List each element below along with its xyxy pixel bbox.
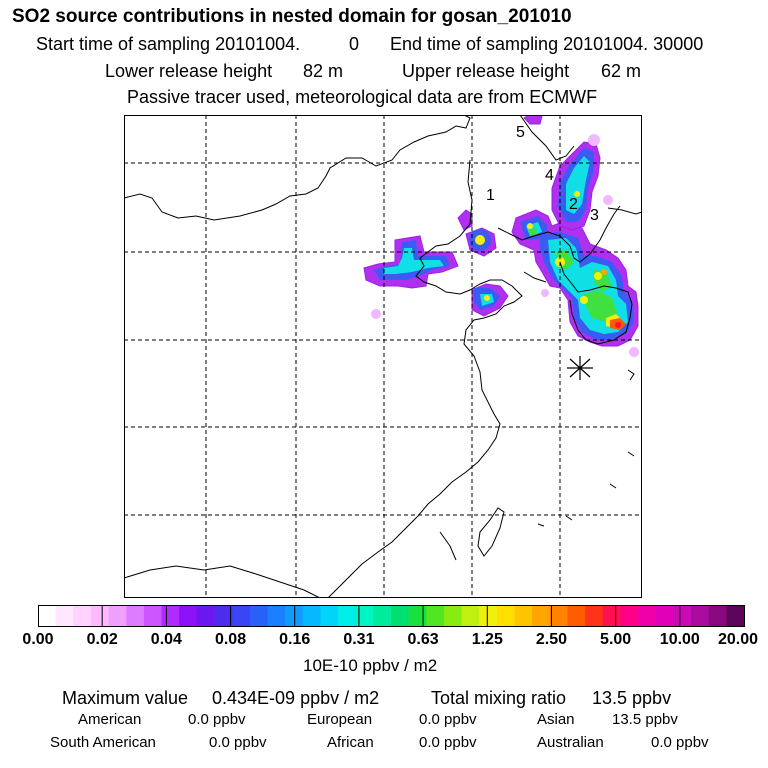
colorbar-tick-label: 0.08 bbox=[214, 631, 247, 648]
asian-value: 13.5 ppbv bbox=[612, 711, 678, 728]
colorbar-swatch bbox=[196, 605, 215, 627]
australian-label: Australian bbox=[537, 734, 604, 751]
american-label: American bbox=[78, 711, 142, 728]
colorbar-tick-label: 0.31 bbox=[343, 631, 375, 648]
plume-fringe bbox=[371, 134, 639, 357]
colorbar-tick-label: 0.16 bbox=[279, 631, 311, 648]
colorbar-swatch bbox=[655, 605, 674, 627]
colorbar-swatch bbox=[232, 605, 251, 627]
colorbar-swatch bbox=[496, 605, 515, 627]
colorbar-swatch bbox=[90, 605, 109, 627]
colorbar-swatch bbox=[461, 605, 480, 627]
african-label: African bbox=[327, 734, 374, 751]
colorbar-swatch bbox=[302, 605, 321, 627]
colorbar-swatch bbox=[620, 605, 639, 627]
european-value: 0.0 ppbv bbox=[419, 711, 477, 728]
colorbar-tick-label: 0.63 bbox=[407, 631, 439, 648]
tracer-note: Passive tracer used, meteorological data… bbox=[127, 87, 598, 107]
upper-release-label: Upper release height bbox=[402, 61, 570, 81]
total-mixing-label: Total mixing ratio bbox=[431, 688, 567, 708]
colorbar-swatch bbox=[514, 605, 533, 627]
colorbar-swatch bbox=[267, 605, 286, 627]
colorbar-swatch bbox=[602, 605, 621, 627]
colorbar-swatch bbox=[479, 605, 498, 627]
map-frame bbox=[124, 115, 642, 598]
european-label: European bbox=[307, 711, 373, 728]
lower-release-value: 82 m bbox=[303, 61, 344, 81]
colorbar-swatch bbox=[108, 605, 127, 627]
colorbar-swatch bbox=[126, 605, 145, 627]
colorbar-swatch bbox=[38, 605, 57, 627]
region-label-4: 4 bbox=[545, 167, 554, 184]
region-label-2: 2 bbox=[569, 196, 578, 213]
colorbar-swatch bbox=[320, 605, 339, 627]
colorbar-swatch bbox=[567, 605, 586, 627]
colorbar-tick-label: 0.04 bbox=[150, 631, 182, 648]
colorbar-tick-label: 10.00 bbox=[659, 631, 700, 648]
colorbar-swatch bbox=[549, 605, 568, 627]
colorbar-swatch bbox=[355, 605, 374, 627]
receptor-marker-icon bbox=[567, 356, 593, 380]
start-time-label: Start time of sampling 20101004. bbox=[36, 34, 301, 54]
region-label-1: 1 bbox=[486, 187, 495, 204]
colorbar-swatch bbox=[249, 605, 268, 627]
colorbar-swatch bbox=[532, 605, 551, 627]
colorbar-swatch bbox=[726, 605, 745, 627]
colorbar-swatch bbox=[443, 605, 462, 627]
map-domain bbox=[124, 115, 642, 598]
colorbar-swatch bbox=[338, 605, 357, 627]
colorbar-swatch bbox=[585, 605, 604, 627]
colorbar-swatch bbox=[179, 605, 198, 627]
colorbar-swatch bbox=[391, 605, 410, 627]
map-title: SO2 source contributions in nested domai… bbox=[12, 6, 572, 27]
colorbar-swatch bbox=[214, 605, 233, 627]
colorbar-swatch bbox=[691, 605, 710, 627]
colorbar-tick-label: 20.00 bbox=[717, 631, 759, 648]
graticule bbox=[124, 115, 642, 598]
lower-release-label: Lower release height bbox=[105, 61, 273, 81]
colorbar-swatch bbox=[408, 605, 427, 627]
south-american-value: 0.0 ppbv bbox=[209, 734, 267, 751]
australian-value: 0.0 ppbv bbox=[651, 734, 709, 751]
american-value: 0.0 ppbv bbox=[188, 711, 246, 728]
south-american-label: South American bbox=[50, 734, 156, 751]
upper-release-value: 62 m bbox=[601, 61, 642, 81]
end-time-label: End time of sampling 20101004. 30000 bbox=[390, 34, 704, 54]
colorbar-tick-label: 5.00 bbox=[600, 631, 632, 648]
colorbar-swatch bbox=[73, 605, 92, 627]
colorbar-swatch bbox=[638, 605, 657, 627]
colorbar-frame bbox=[38, 605, 745, 627]
colorbar bbox=[38, 605, 745, 627]
region-label-3: 3 bbox=[590, 207, 599, 224]
region-label-5: 5 bbox=[516, 124, 525, 141]
colorbar-unit: 10E-10 ppbv / m2 bbox=[303, 656, 438, 675]
coastlines bbox=[124, 115, 642, 598]
colorbar-swatch bbox=[708, 605, 727, 627]
total-mixing-value: 13.5 ppbv bbox=[592, 688, 672, 708]
colorbar-swatch bbox=[373, 605, 392, 627]
asian-label: Asian bbox=[537, 711, 575, 728]
colorbar-swatch bbox=[285, 605, 304, 627]
colorbar-swatch bbox=[673, 605, 692, 627]
start-time-value: 0 bbox=[349, 34, 360, 54]
colorbar-tick-label: 2.50 bbox=[535, 631, 568, 648]
colorbar-tick-label: 0.02 bbox=[86, 631, 118, 648]
colorbar-swatch bbox=[143, 605, 162, 627]
plume-maximum bbox=[601, 269, 626, 330]
colorbar-swatch bbox=[161, 605, 180, 627]
colorbar-tick-label: 0.00 bbox=[22, 631, 54, 648]
colorbar-swatch bbox=[55, 605, 74, 627]
max-value: 0.434E-09 ppbv / m2 bbox=[212, 688, 380, 708]
colorbar-tick-label: 1.25 bbox=[471, 631, 503, 648]
max-value-label: Maximum value bbox=[62, 688, 189, 708]
african-value: 0.0 ppbv bbox=[419, 734, 477, 751]
colorbar-swatch bbox=[426, 605, 445, 627]
